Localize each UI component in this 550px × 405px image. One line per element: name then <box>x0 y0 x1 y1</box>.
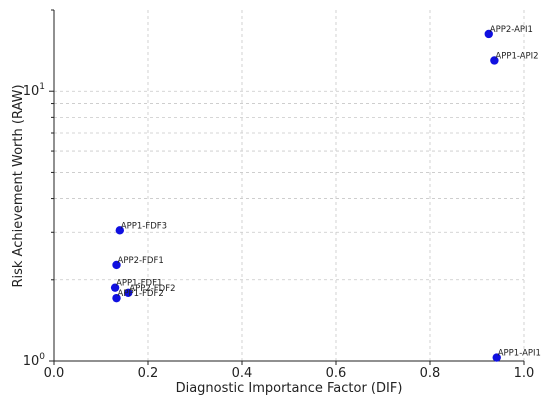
data-point <box>115 226 125 235</box>
data-point-label: APP1-FDF1 <box>116 279 162 289</box>
y-ticks: 100 101 <box>23 9 54 369</box>
data-point-label: APP1-API1 <box>498 349 541 359</box>
x-tick-label: 0.4 <box>232 366 253 381</box>
x-ticks: 0.0 0.2 0.4 0.6 0.8 1.0 <box>44 361 535 381</box>
y-axis-label: Risk Achievement Worth (RAW) <box>11 84 26 287</box>
data-point <box>112 293 121 303</box>
x-tick-label: 0.6 <box>326 366 347 381</box>
data-points <box>110 29 501 362</box>
data-point-label: APP2-FDF1 <box>118 256 164 266</box>
y-tick-label: 101 <box>23 82 45 99</box>
data-point <box>490 56 499 65</box>
data-point-label: APP1-FDF3 <box>121 221 167 231</box>
data-point <box>492 353 501 362</box>
y-tick-exponent: 0 <box>39 352 45 362</box>
data-point <box>484 29 493 39</box>
x-axis-label: Diagnostic Importance Factor (DIF) <box>176 381 403 396</box>
x-tick-label: 0.8 <box>420 366 441 381</box>
data-point-label: APP1-API2 <box>495 51 538 61</box>
data-point <box>110 283 120 292</box>
y-tick-label: 100 <box>23 352 46 369</box>
x-tick-label: 1.0 <box>514 366 535 381</box>
data-point <box>112 260 121 270</box>
data-point-label: APP1-FDF2 <box>118 289 164 299</box>
x-tick-label: 0.0 <box>44 366 65 381</box>
point-labels: APP2-API1 APP1-API2 APP1-FDF3 APP2-FDF1 APP1… <box>116 25 541 359</box>
data-point-label: APP2-API1 <box>490 25 533 35</box>
x-tick-label: 0.2 <box>138 366 159 381</box>
data-point <box>124 288 133 297</box>
y-tick-exponent: 1 <box>39 82 45 92</box>
axes <box>53 10 524 362</box>
data-point-label: APP2-FDF2 <box>129 284 175 294</box>
grid-lines <box>54 10 525 361</box>
